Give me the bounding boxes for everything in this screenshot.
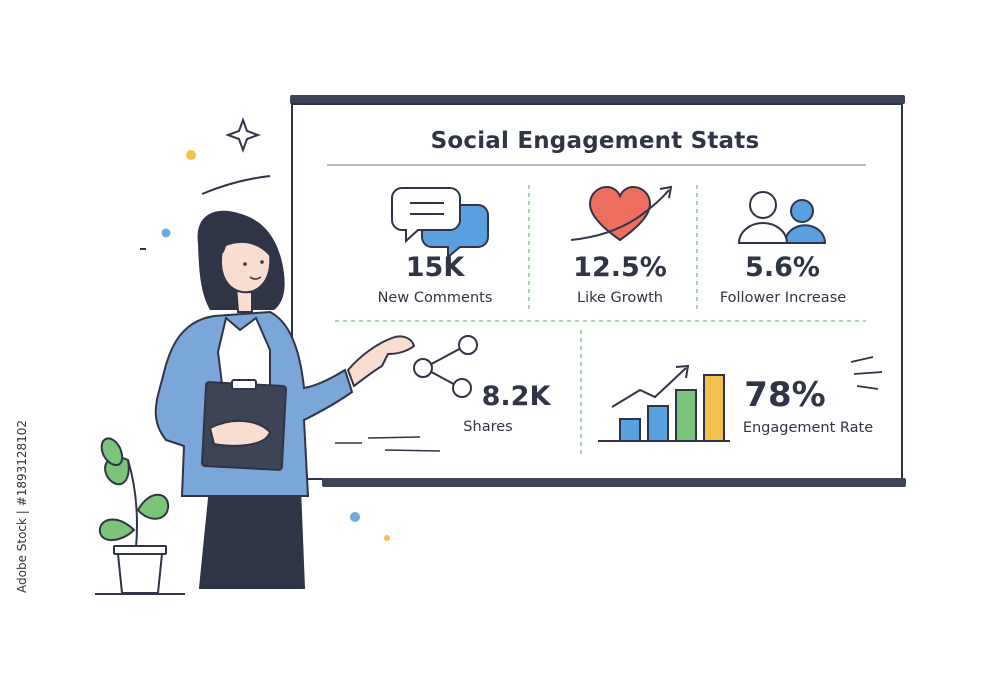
stat-value-shares: 8.2K — [481, 381, 551, 412]
people-icon — [737, 191, 827, 244]
presenter-illustration — [154, 210, 416, 589]
bar-trend-icon — [598, 364, 730, 442]
board-title: Social Engagement Stats — [430, 128, 760, 154]
sparkle-icon — [225, 117, 261, 153]
dot — [186, 150, 196, 160]
stat-label-likes: Like Growth — [576, 290, 663, 306]
stock-id-text: Adobe Stock | #1893128102 — [15, 419, 29, 593]
stat-label-shares: Shares — [463, 419, 513, 435]
whiteboard — [290, 95, 906, 487]
chat-bubbles-icon — [391, 187, 489, 260]
heart-trend-icon — [570, 185, 673, 242]
stat-value-likes: 12.5% — [573, 252, 667, 283]
stat-label-comments: New Comments — [377, 290, 493, 306]
stat-label-engagement: Engagement Rate — [742, 420, 874, 436]
stat-value-comments: 15K — [405, 252, 465, 283]
dot — [384, 535, 390, 541]
plant — [95, 437, 185, 595]
share-icon — [413, 335, 478, 398]
stock-watermark-id: Adobe Stock | #1893128102 — [12, 420, 32, 596]
stat-value-engagement: 78% — [744, 375, 826, 415]
dot — [161, 228, 171, 238]
stat-label-followers: Follower Increase — [719, 290, 847, 306]
stat-value-followers: 5.6% — [745, 252, 820, 283]
dot — [350, 512, 360, 522]
